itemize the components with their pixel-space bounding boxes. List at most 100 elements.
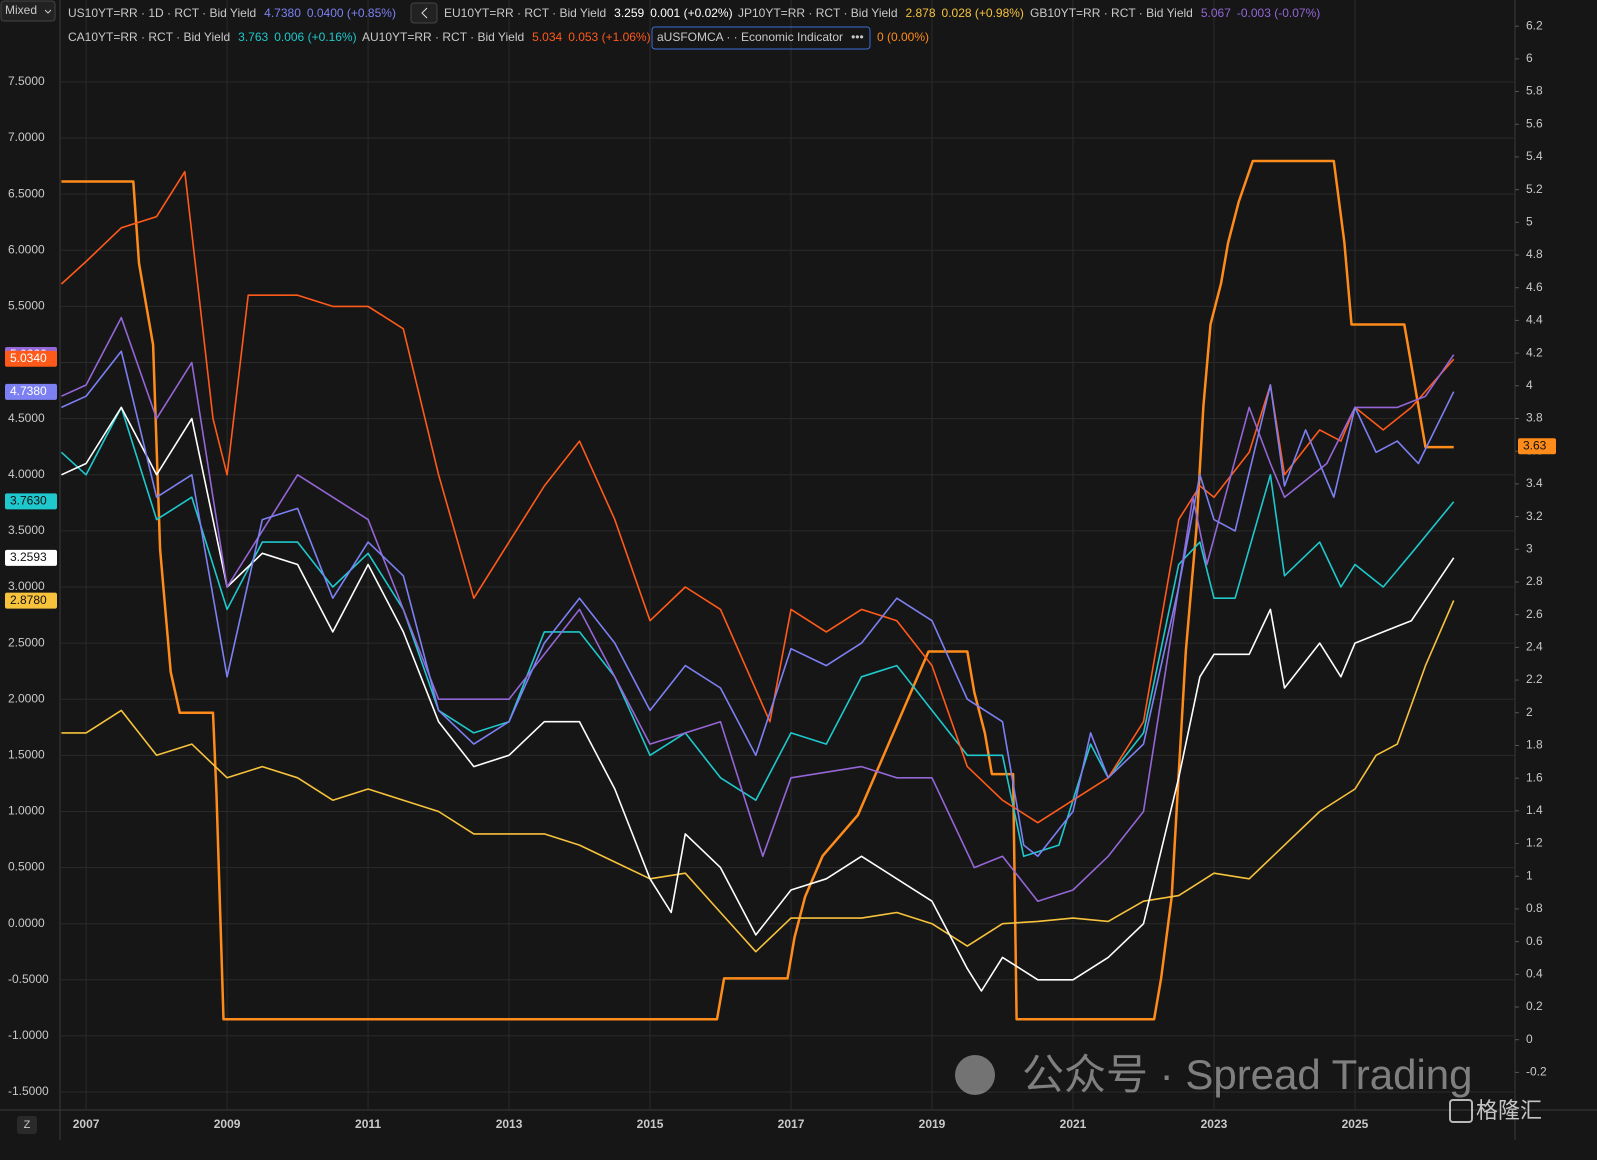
y2-tick-label: 4.4	[1526, 313, 1543, 327]
y-tick-label: 2.5000	[8, 635, 45, 649]
x-tick-label: 2013	[496, 1117, 523, 1131]
legend-change: 0.028 (+0.98%)	[942, 6, 1024, 20]
y2-tick-label: 1	[1526, 868, 1533, 882]
y2-tick-label: 2	[1526, 705, 1533, 719]
y2-tick-label: 3.2	[1526, 509, 1543, 523]
series-line	[61, 316, 1455, 902]
legend-name[interactable]: AU10YT=RR · RCT · Bid Yield	[362, 30, 524, 44]
y2-tick-label: 0.6	[1526, 934, 1543, 948]
indicator-box[interactable]	[651, 26, 871, 50]
last-value-badge	[1518, 438, 1556, 455]
legend-name[interactable]: GB10YT=RR · RCT · Bid Yield	[1030, 6, 1193, 20]
legend-name[interactable]: US10YT=RR · 1D · RCT · Bid Yield	[68, 6, 256, 20]
mode-dropdown[interactable]	[0, 0, 56, 22]
collapse-icon	[421, 7, 428, 19]
last-value-label: 2.8780	[10, 593, 47, 607]
last-value-badge	[5, 493, 57, 510]
y2-tick-label: 1.2	[1526, 836, 1543, 850]
watermark-icon	[955, 1055, 995, 1095]
y2-tick-label: 3.4	[1526, 476, 1543, 490]
y2-tick-label: 5.2	[1526, 182, 1543, 196]
y2-tick-label: 2.8	[1526, 574, 1543, 588]
y2-tick-label: 0.4	[1526, 966, 1543, 980]
y-tick-label: -1.5000	[8, 1084, 49, 1098]
last-value-label: 4.7380	[10, 384, 47, 398]
y2-tick-label: 1.6	[1526, 770, 1543, 784]
y2-tick-label: 4	[1526, 378, 1533, 392]
last-value-badge	[5, 549, 57, 566]
legend-change: 0 (0.00%)	[877, 30, 929, 44]
y-tick-label: 1.0000	[8, 804, 45, 818]
y2-tick-label: 6	[1526, 51, 1533, 65]
legend-change: 0.006 (+0.16%)	[274, 30, 356, 44]
grid	[60, 0, 1515, 1110]
legend-change: 0.0400 (+0.85%)	[307, 6, 396, 20]
legend-last: 3.259	[614, 6, 644, 20]
legend-more[interactable]: •••	[851, 30, 864, 44]
last-value-label: 3.2593	[10, 550, 47, 564]
z-button[interactable]	[17, 1116, 37, 1134]
y-tick-label: 7.0000	[8, 130, 45, 144]
y2-tick-label: 3.8	[1526, 411, 1543, 425]
y2-tick-label: 4.8	[1526, 247, 1543, 261]
y2-tick-label: -0.2	[1526, 1065, 1547, 1079]
plot-area	[60, 159, 1455, 1021]
x-tick-label: 2009	[214, 1117, 241, 1131]
y-tick-label: 3.0000	[8, 579, 45, 593]
y2-tick-label: 5.6	[1526, 116, 1543, 130]
y2-tick-label: 0	[1526, 1032, 1533, 1046]
series-line	[61, 600, 1455, 953]
y2-tick-label: 2.4	[1526, 640, 1543, 654]
y2-tick-label: 3	[1526, 541, 1533, 555]
watermark: 公众号 · Spread Trading	[1022, 1051, 1473, 1098]
collapse-button[interactable]	[410, 2, 438, 24]
legend-change: -0.003 (-0.07%)	[1237, 6, 1320, 20]
y2-tick-label: 5	[1526, 214, 1533, 228]
y-tick-label: 6.0000	[8, 242, 45, 256]
y-tick-label: 4.0000	[8, 467, 45, 481]
z-label: Z	[24, 1119, 31, 1131]
x-tick-label: 2007	[73, 1117, 100, 1131]
series-line	[61, 159, 1454, 1021]
series-line	[60, 170, 1455, 824]
legend-last: 3.763	[238, 30, 268, 44]
y-tick-label: 2.0000	[8, 691, 45, 705]
y-tick-label: 6.5000	[8, 186, 45, 200]
legend-last: 2.878	[906, 6, 936, 20]
series-line	[61, 406, 1455, 992]
legend-change: 0.001 (+0.02%)	[650, 6, 732, 20]
legend-last: 5.034	[532, 30, 562, 44]
x-tick-label: 2025	[1342, 1117, 1369, 1131]
y-tick-label: -0.5000	[8, 972, 49, 986]
dropdown-chevron	[44, 9, 52, 14]
legend-last: 5.067	[1201, 6, 1231, 20]
legend-last: 4.7380	[264, 6, 301, 20]
labels: 7.50007.00006.50006.00005.50005.00004.50…	[5, 6, 1556, 1131]
y2-tick-label: 2.2	[1526, 672, 1543, 686]
legend-name[interactable]: CA10YT=RR · RCT · Bid Yield	[68, 30, 230, 44]
last-value-label: 3.63	[1523, 438, 1547, 452]
legend-name[interactable]: JP10YT=RR · RCT · Bid Yield	[738, 6, 898, 20]
legend-name[interactable]: EU10YT=RR · RCT · Bid Yield	[444, 6, 606, 20]
x-tick-label: 2011	[355, 1117, 381, 1131]
y2-tick-label: 4.2	[1526, 345, 1543, 359]
x-tick-label: 2021	[1060, 1117, 1087, 1131]
legend-name[interactable]: aUSFOMCA · · Economic Indicator	[657, 30, 843, 44]
y2-tick-label: 0.2	[1526, 999, 1543, 1013]
y-tick-label: -1.0000	[8, 1028, 49, 1042]
logo: 格隆汇	[1476, 1098, 1542, 1123]
last-value-badge	[5, 592, 57, 609]
logo-icon	[1449, 1099, 1473, 1123]
last-value-label: 5.0340	[10, 351, 47, 365]
y2-tick-label: 4.6	[1526, 280, 1543, 294]
last-value-label: 3.7630	[10, 494, 47, 508]
x-tick-label: 2019	[919, 1117, 946, 1131]
legend-change: 0.053 (+1.06%)	[568, 30, 650, 44]
y2-tick-label: 6.2	[1526, 18, 1543, 32]
y-tick-label: 0.5000	[8, 860, 45, 874]
y-tick-label: 0.0000	[8, 916, 45, 930]
y2-tick-label: 2.6	[1526, 607, 1543, 621]
